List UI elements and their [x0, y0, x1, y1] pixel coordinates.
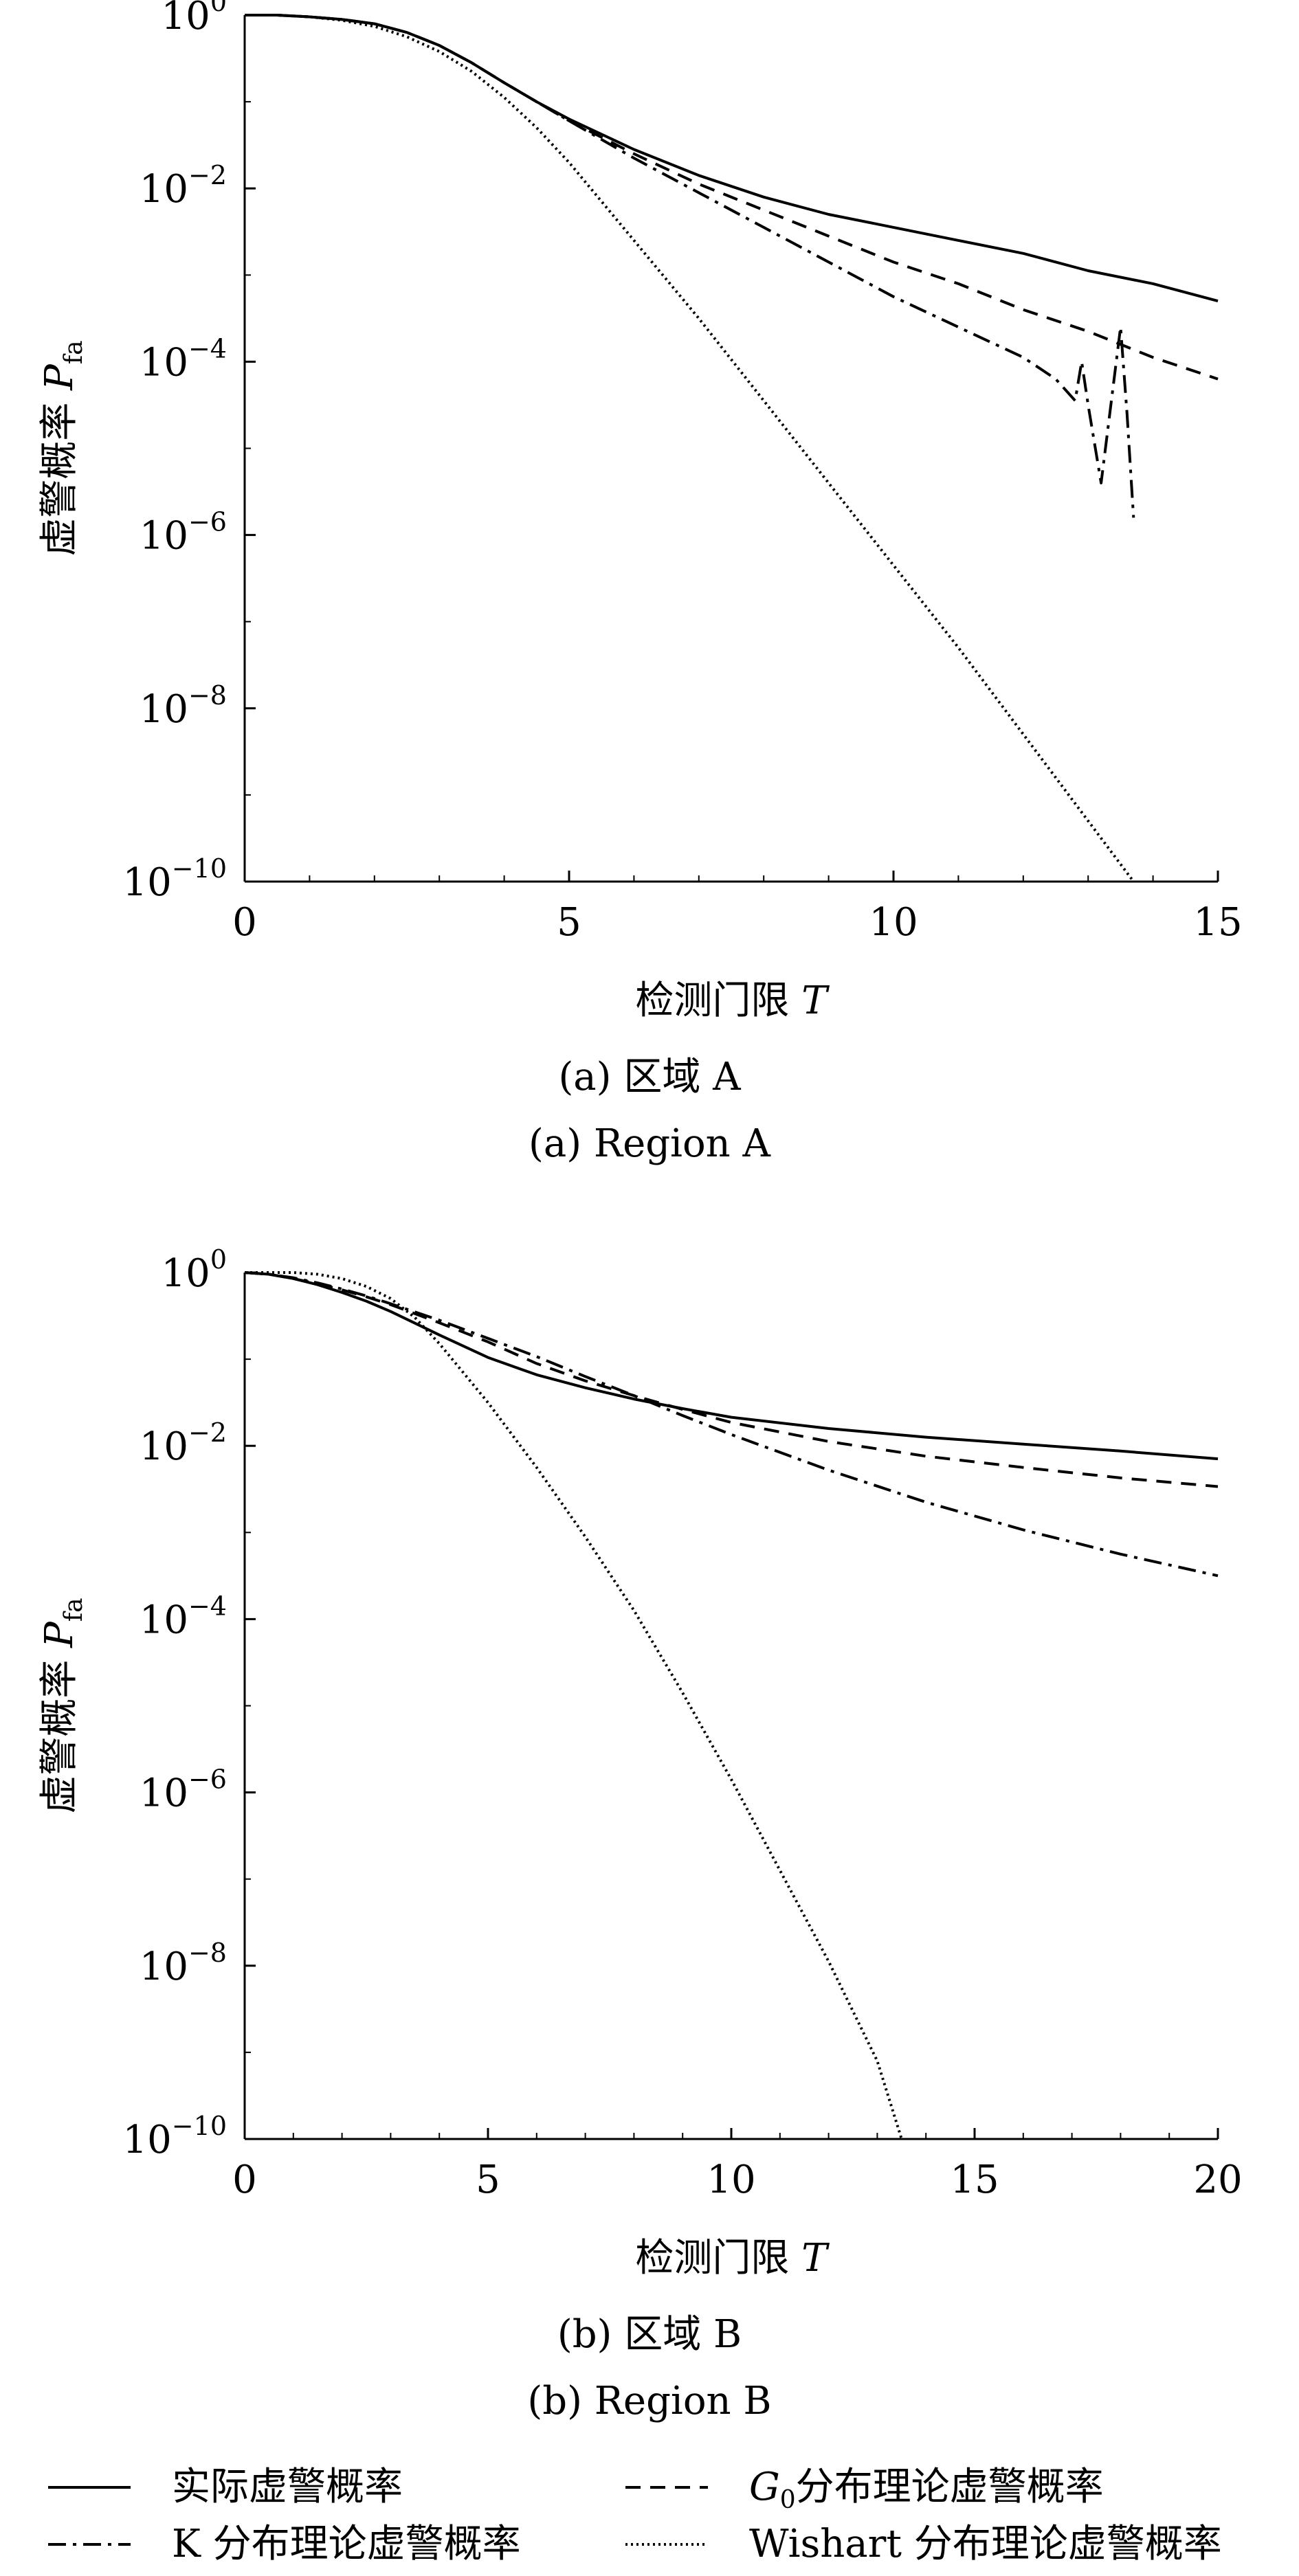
y-tick-label: 100	[162, 1244, 227, 1296]
y-tick-label: 10−4	[140, 333, 227, 385]
x-tick-label: 0	[232, 900, 257, 945]
legend-label-g0-letter: G	[749, 2465, 780, 2509]
y-tick-label: 10−4	[140, 1591, 227, 1642]
y-tick-label: 10−10	[123, 853, 227, 905]
series-line-dotted	[245, 1271, 903, 2140]
legend-swatch-dotted	[625, 2543, 708, 2546]
y-tick-label: 10−2	[140, 160, 227, 212]
caption-a-chinese: (a) 区域 A	[558, 1055, 741, 1099]
x-tick-label: 15	[1193, 900, 1242, 945]
y-tick-label: 10−2	[140, 1418, 227, 1469]
series-line-dashed	[245, 14, 1219, 381]
y-tick-label: 100	[162, 0, 227, 38]
legend-label-g0: G0分布理论虚警概率	[749, 2463, 1104, 2524]
y-tick-label: 10−6	[140, 507, 227, 559]
legend-label-g0-subscript: 0	[779, 2486, 796, 2515]
legend-swatch-dashdot	[48, 2543, 131, 2546]
legend-label-k: K 分布理论虚警概率	[172, 2522, 521, 2566]
y-tick-label: 10−6	[140, 1765, 227, 1816]
x-tick-label: 5	[476, 2158, 500, 2202]
chart-panel-a: 0 5 10 15 100 10−2 10−4 10−6 10−8 10−10 检测门限 T 虚警概率…	[37, 0, 1243, 1023]
chart-panel-b: 0 5 10 15 20 100 10−2 10−4 10−6 10−8 10−10 检测门限 T 虚警…	[37, 1244, 1243, 2281]
x-axis-label: 检测门限 T	[635, 2236, 830, 2281]
x-tick-label: 20	[1193, 2158, 1242, 2202]
y-tick-label: 10−8	[140, 1938, 227, 1989]
x-tick-label: 10	[869, 900, 918, 945]
x-tick-label: 0	[232, 2158, 257, 2202]
x-tick-label: 5	[557, 900, 581, 945]
legend-swatch-solid	[48, 2486, 131, 2489]
x-axis-label: 检测门限 T	[635, 978, 830, 1023]
series-line-solid	[245, 14, 1219, 303]
legend-label-g0-rest: 分布理论虚警概率	[795, 2465, 1104, 2509]
series-line-solid	[244, 1271, 1219, 1461]
legend-swatch-dashed	[625, 2486, 708, 2489]
y-tick-label: 10−8	[140, 680, 227, 732]
caption-b-english: (b) Region B	[527, 2379, 772, 2423]
series-line-dashdot	[244, 1271, 1219, 1578]
x-tick-label: 10	[707, 2158, 755, 2202]
series-line-dashed	[244, 1271, 1219, 1488]
series-line-dashdot	[245, 14, 1135, 518]
legend: 实际虚警概率 G0分布理论虚警概率 K 分布理论虚警概率 Wishart 分布理…	[0, 2446, 1299, 2576]
caption-a-english: (a) Region A	[529, 1121, 770, 1166]
legend-label-wishart: Wishart 分布理论虚警概率	[749, 2522, 1222, 2566]
series-line-dotted	[245, 14, 1135, 883]
x-tick-label: 15	[950, 2158, 999, 2202]
y-tick-label: 10−10	[123, 2111, 227, 2162]
y-axis-label: 虚警概率 Pfa	[37, 1598, 88, 1813]
y-axis-label: 虚警概率 Pfa	[37, 340, 88, 556]
legend-label-actual: 实际虚警概率	[172, 2465, 403, 2509]
caption-b-chinese: (b) 区域 B	[557, 2312, 742, 2357]
